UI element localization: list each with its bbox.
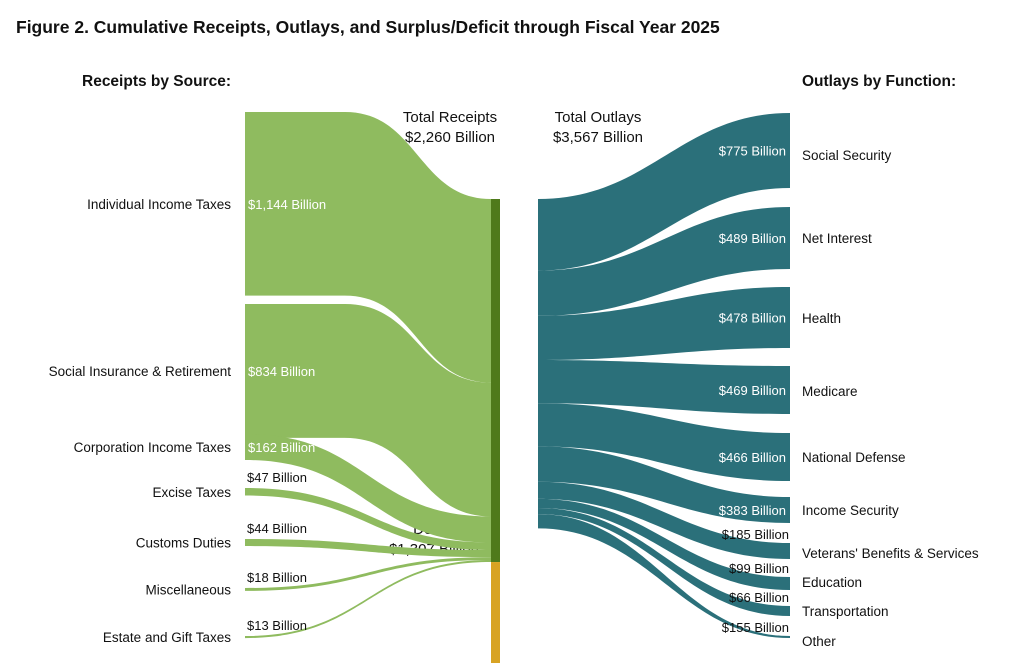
receipt-value-2: $162 Billion [248, 440, 315, 455]
outlay-value-1: $489 Billion [719, 231, 786, 246]
receipt-value-5: $18 Billion [247, 570, 307, 585]
receipt-label-0: Individual Income Taxes [87, 197, 231, 212]
receipt-label-1: Social Insurance & Retirement [49, 364, 232, 379]
outlay-value-2: $478 Billion [719, 311, 786, 326]
deficit-bar [491, 562, 500, 663]
outlay-flow-5 [538, 446, 790, 523]
outlay-flows [538, 113, 790, 638]
outlay-flow-7 [538, 498, 790, 590]
outlay-flow-8 [538, 507, 790, 616]
receipt-label-5: Miscellaneous [145, 582, 231, 597]
receipt-flow-4 [245, 539, 491, 558]
center-bars [491, 199, 500, 663]
outlay-value-0: $775 Billion [719, 144, 786, 159]
receipt-flow-2 [245, 434, 491, 543]
receipt-flow-0 [345, 112, 491, 383]
receipt-flow-5 [245, 557, 491, 591]
outlay-label-4: National Defense [802, 450, 906, 465]
outlay-value-3: $469 Billion [719, 383, 786, 398]
outlay-value-9: $155 Billion [722, 620, 789, 635]
outlay-flow-4 [538, 403, 790, 481]
outlay-label-7: Education [802, 575, 862, 590]
receipt-value-3: $47 Billion [247, 470, 307, 485]
total-outlays-label: Total Outlays [555, 109, 642, 126]
receipt-flows [245, 112, 491, 639]
total-outlays-value: $3,567 Billion [553, 129, 643, 146]
outlay-value-4: $466 Billion [719, 450, 786, 465]
outlay-label-0: Social Security [802, 148, 892, 163]
outlay-label-3: Medicare [802, 384, 858, 399]
receipt-label-2: Corporation Income Taxes [74, 440, 232, 455]
outlay-flow-3 [538, 359, 790, 414]
receipt-value-4: $44 Billion [247, 521, 307, 536]
outlays-heading: Outlays by Function: [802, 73, 956, 90]
receipt-band-0 [245, 112, 345, 296]
outlay-value-6: $185 Billion [722, 527, 789, 542]
outlay-flow-2 [538, 287, 790, 360]
outlay-label-2: Health [802, 311, 841, 326]
total-receipts-label: Total Receipts [403, 109, 497, 126]
outlay-flow-1 [538, 207, 790, 316]
outlay-value-7: $99 Billion [729, 561, 789, 576]
outlay-label-5: Income Security [802, 503, 899, 518]
outlay-value-5: $383 Billion [719, 503, 786, 518]
receipt-flow-3 [245, 488, 491, 551]
outlay-label-8: Transportation [802, 604, 889, 619]
outlay-flow-6 [538, 481, 790, 559]
receipt-label-3: Excise Taxes [152, 485, 231, 500]
receipt-band-1 [245, 304, 345, 438]
receipt-flow-6 [245, 559, 491, 639]
chart-title: Figure 2. Cumulative Receipts, Outlays, … [16, 17, 720, 37]
outlay-label-9: Other [802, 634, 836, 649]
outlay-label-6: Veterans' Benefits & Services [802, 546, 979, 561]
receipt-flow-1 [345, 304, 491, 517]
total-receipts-bar [491, 199, 500, 563]
receipt-value-0: $1,144 Billion [248, 197, 326, 212]
receipt-value-6: $13 Billion [247, 618, 307, 633]
total-receipts-value: $2,260 Billion [405, 129, 495, 146]
outlay-flow-0 [538, 113, 790, 271]
receipt-label-4: Customs Duties [136, 536, 232, 551]
receipt-value-1: $834 Billion [248, 364, 315, 379]
outlay-value-8: $66 Billion [729, 590, 789, 605]
receipts-heading: Receipts by Source: [82, 73, 231, 90]
flow-labels: Individual Income Taxes $1,144 Billion Soc… [49, 144, 979, 650]
outlay-label-1: Net Interest [802, 231, 872, 246]
outlay-flow-9 [538, 514, 790, 638]
receipt-label-6: Estate and Gift Taxes [103, 630, 231, 645]
